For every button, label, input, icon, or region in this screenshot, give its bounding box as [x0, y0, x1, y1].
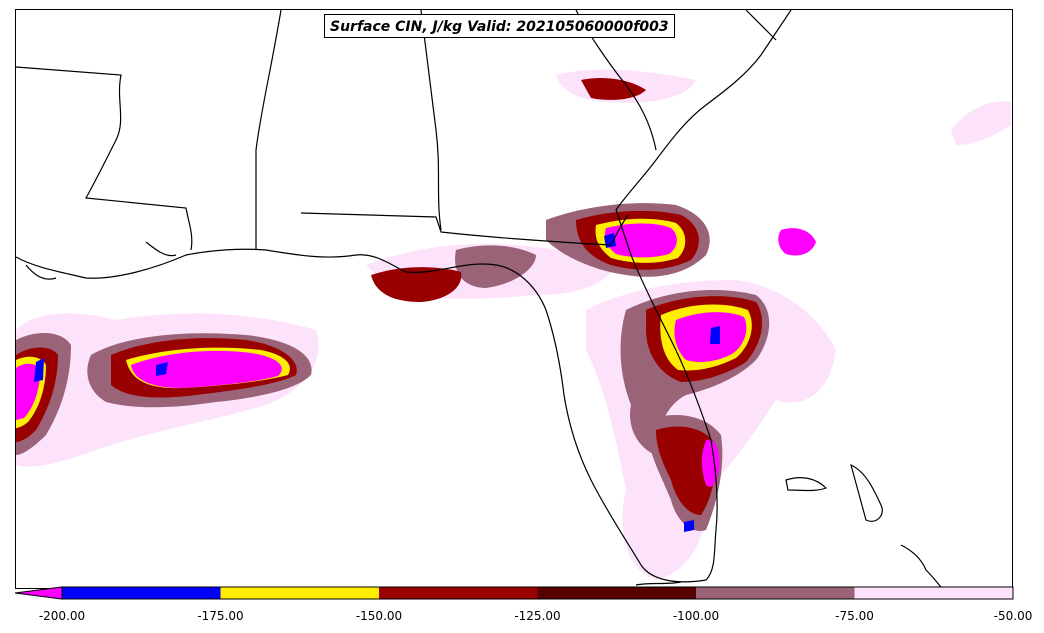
colorbar-bin — [379, 587, 538, 599]
map-boundaries — [16, 10, 943, 588]
state-line-ga-fl — [610, 214, 629, 246]
colorbar-tick-label: -50.00 — [993, 609, 1033, 623]
cin-region-pale — [951, 101, 1011, 145]
cin-region-blue — [710, 326, 720, 344]
cin-map — [16, 10, 1011, 588]
cin-region-red — [371, 267, 462, 302]
colorbar-tick-label: -200.00 — [38, 609, 86, 623]
island-bahamas — [850, 463, 883, 522]
colorbar-bin — [537, 587, 697, 599]
state-line-ms-la — [16, 66, 193, 251]
cin-region-red — [656, 426, 717, 515]
colorbar-tick-label: -100.00 — [672, 609, 720, 623]
island-coast — [25, 264, 57, 280]
state-line-al-ga — [420, 10, 442, 231]
colorbar-bin — [854, 587, 1014, 599]
island-keys — [635, 581, 682, 586]
state-line-nc-sc — [745, 10, 777, 41]
colorbar-bin — [62, 587, 221, 599]
colorbar-bin — [696, 587, 855, 599]
cin-region-red — [581, 78, 646, 100]
cin-region-very-low — [778, 228, 816, 256]
colorbar-tick-label: -175.00 — [197, 609, 244, 623]
cin-region-very-low — [16, 363, 40, 420]
cin-region-very-low — [131, 350, 282, 388]
coastline-atlantic — [615, 10, 792, 211]
colorbar-under-arrow-shape — [14, 586, 63, 600]
state-line-fl-al — [300, 212, 612, 246]
cin-region-blue — [34, 358, 44, 382]
map-panel — [15, 9, 1013, 589]
colorbar-tick-label: -75.00 — [835, 609, 874, 623]
colorbar — [14, 586, 1014, 600]
colorbar-frame — [61, 586, 1014, 600]
cin-field-layer — [16, 69, 1011, 580]
cin-region-very-low — [604, 223, 677, 258]
map-title: Surface CIN, J/kg Valid: 202105060000f00… — [324, 14, 675, 38]
cin-region-mauve — [455, 245, 536, 288]
colorbar-tick-label: -125.00 — [514, 609, 561, 623]
island-bahamas — [900, 544, 943, 588]
cin-region-very-low — [674, 312, 747, 362]
island-coast — [145, 241, 177, 257]
state-line-ms-al — [255, 10, 282, 250]
island-bahamas — [785, 477, 828, 492]
colorbar-bin — [220, 587, 380, 599]
colorbar-tick-label: -150.00 — [355, 609, 403, 623]
colorbar-under-arrow — [14, 586, 63, 600]
cin-region-blue — [684, 520, 694, 532]
coastline-gulf — [16, 209, 718, 583]
colorbar-bins — [62, 587, 1014, 599]
cin-region-blue — [156, 362, 168, 376]
